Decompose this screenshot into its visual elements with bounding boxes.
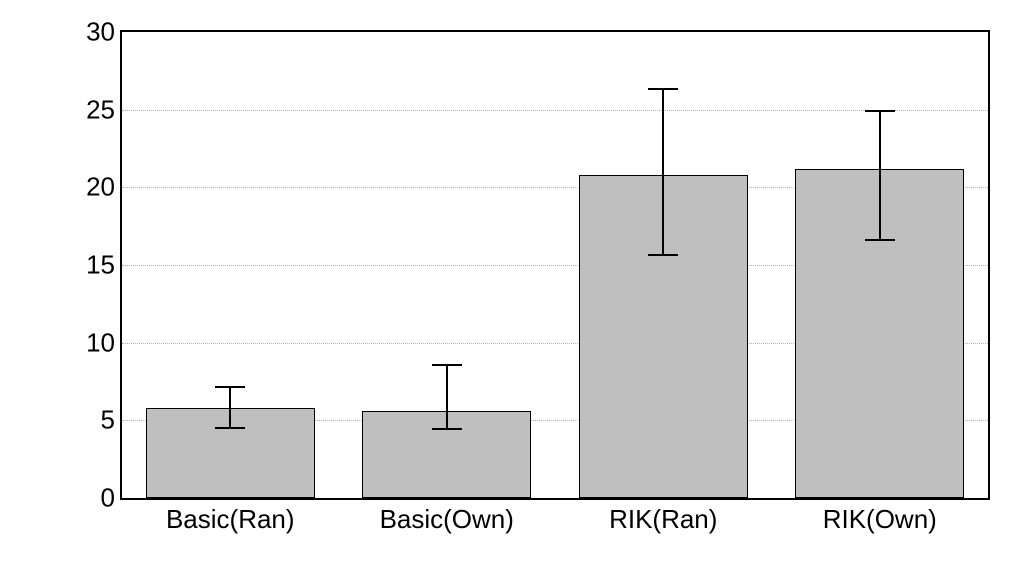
error-bar-cap [215,427,245,429]
x-tick-label: Basic(Ran) [166,504,295,535]
y-tick-label: 5 [15,405,115,436]
error-bar-stem [662,88,664,254]
error-bar-cap [432,364,462,366]
y-tick-label: 10 [15,327,115,358]
error-bar-cap [865,239,895,241]
gridline [122,110,988,111]
error-bar-cap [215,386,245,388]
plot-area [120,30,990,500]
x-tick-label: Basic(Own) [380,504,514,535]
x-tick-label: RIK(Own) [823,504,937,535]
y-tick-label: 30 [15,17,115,48]
y-tick-label: 20 [15,172,115,203]
error-bar-cap [865,110,895,112]
y-tick-label: 25 [15,94,115,125]
x-tick-label: RIK(Ran) [609,504,717,535]
error-bar-stem [879,110,881,239]
entry-time-bar-chart: Entry time (seconds) 051015202530 Basic(… [0,0,1023,576]
error-bar-stem [229,386,231,426]
y-tick-label: 0 [15,483,115,514]
y-tick-label: 15 [15,250,115,281]
error-bar-cap [648,254,678,256]
error-bar-cap [432,428,462,430]
error-bar-cap [648,88,678,90]
error-bar-stem [446,364,448,428]
